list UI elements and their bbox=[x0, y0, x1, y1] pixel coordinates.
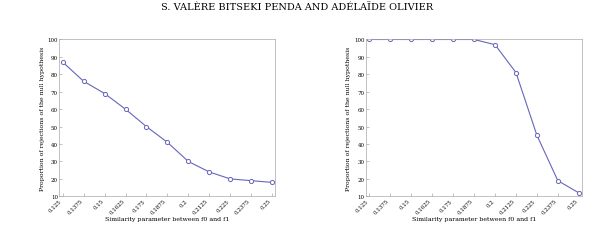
X-axis label: Similarity parameter between f0 and f1: Similarity parameter between f0 and f1 bbox=[105, 216, 230, 222]
Y-axis label: Proportion of rejections of the null hypothesis: Proportion of rejections of the null hyp… bbox=[40, 47, 45, 190]
Y-axis label: Proportion of rejections of the null hypothesis: Proportion of rejections of the null hyp… bbox=[346, 47, 352, 190]
Text: S. VALÈRE BITSEKI PENDA AND ADÉLAÏDE OLIVIER: S. VALÈRE BITSEKI PENDA AND ADÉLAÏDE OLI… bbox=[161, 3, 433, 12]
X-axis label: Similarity parameter between f0 and f1: Similarity parameter between f0 and f1 bbox=[412, 216, 536, 222]
